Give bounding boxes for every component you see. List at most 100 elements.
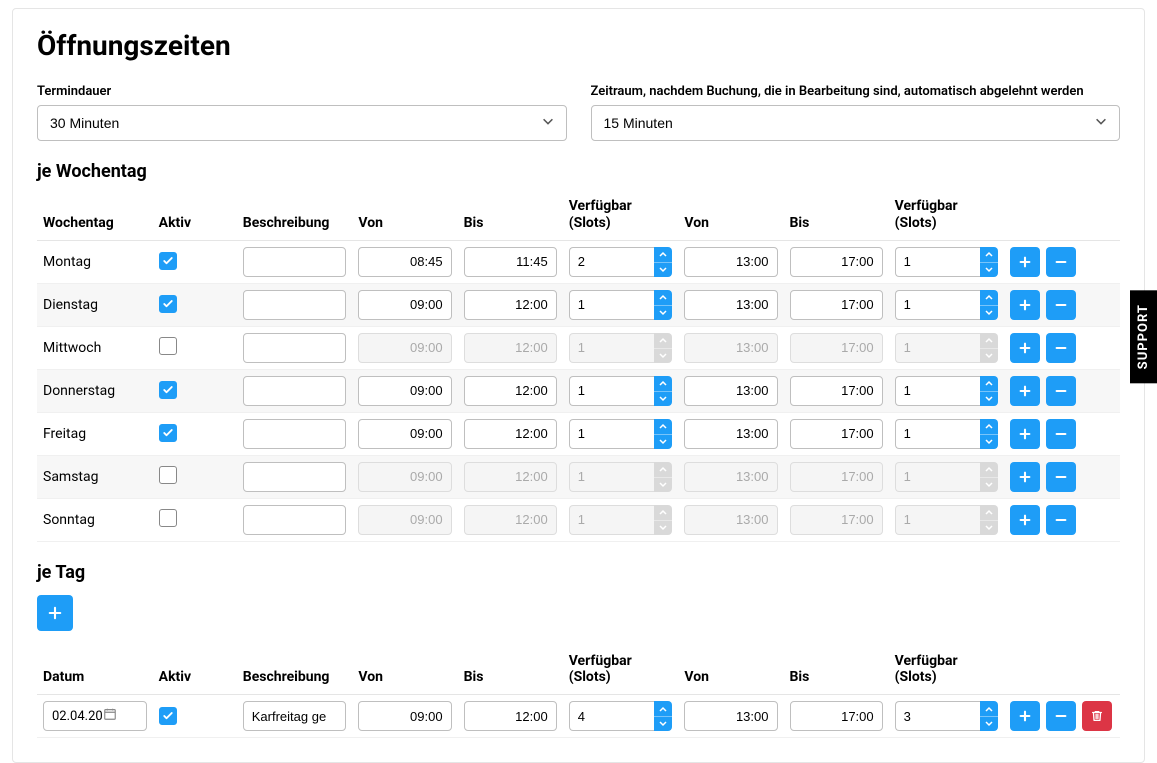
time-input[interactable] xyxy=(358,376,451,406)
remove-slot-button[interactable] xyxy=(1046,333,1076,363)
desc-input[interactable] xyxy=(243,376,347,406)
desc-input[interactable] xyxy=(243,505,347,535)
support-tab[interactable]: SUPPORT xyxy=(1130,290,1157,383)
time-input[interactable] xyxy=(790,419,883,449)
slots-input[interactable] xyxy=(569,419,655,449)
slots-input[interactable] xyxy=(569,701,655,731)
time-input xyxy=(358,333,451,363)
step-up-button[interactable] xyxy=(980,419,998,434)
reject-select[interactable]: 15 Minuten xyxy=(591,105,1121,141)
slots-input[interactable] xyxy=(895,290,981,320)
step-down-button[interactable] xyxy=(980,391,998,406)
time-input[interactable] xyxy=(790,290,883,320)
time-input[interactable] xyxy=(684,701,777,731)
add-day-button[interactable] xyxy=(37,595,73,631)
remove-slot-button[interactable] xyxy=(1046,247,1076,277)
active-checkbox[interactable] xyxy=(159,381,177,399)
add-slot-button[interactable] xyxy=(1010,376,1040,406)
time-input[interactable] xyxy=(358,247,451,277)
day-label: Samstag xyxy=(37,455,153,498)
date-input[interactable]: 02.04.20 xyxy=(43,701,147,731)
step-up-button[interactable] xyxy=(980,247,998,262)
step-down-button[interactable] xyxy=(654,262,672,277)
header-to: Bis xyxy=(458,190,563,240)
active-checkbox[interactable] xyxy=(159,252,177,270)
add-slot-button[interactable] xyxy=(1010,290,1040,320)
step-up-button[interactable] xyxy=(654,290,672,305)
remove-slot-button[interactable] xyxy=(1046,462,1076,492)
slots-input xyxy=(895,462,981,492)
time-input[interactable] xyxy=(464,701,557,731)
active-checkbox[interactable] xyxy=(159,295,177,313)
active-checkbox[interactable] xyxy=(159,424,177,442)
header-day: Wochentag xyxy=(37,190,153,240)
slots-input xyxy=(569,462,655,492)
remove-slot-button[interactable] xyxy=(1046,376,1076,406)
time-input[interactable] xyxy=(358,701,451,731)
step-down-button[interactable] xyxy=(654,434,672,449)
step-down-button[interactable] xyxy=(980,305,998,320)
step-down-button[interactable] xyxy=(980,262,998,277)
time-input[interactable] xyxy=(790,247,883,277)
slots-input[interactable] xyxy=(895,701,981,731)
remove-slot-button[interactable] xyxy=(1046,505,1076,535)
add-slot-button[interactable] xyxy=(1010,247,1040,277)
slots-input[interactable] xyxy=(569,247,655,277)
time-input[interactable] xyxy=(358,290,451,320)
time-input[interactable] xyxy=(790,376,883,406)
step-down-button[interactable] xyxy=(654,391,672,406)
time-input[interactable] xyxy=(464,290,557,320)
slots-input[interactable] xyxy=(569,376,655,406)
time-input[interactable] xyxy=(684,376,777,406)
step-up-button xyxy=(654,333,672,348)
add-slot-button[interactable] xyxy=(1010,505,1040,535)
active-checkbox[interactable] xyxy=(159,337,177,355)
active-checkbox[interactable] xyxy=(159,509,177,527)
header-from2: Von xyxy=(678,190,783,240)
remove-slot-button[interactable] xyxy=(1046,419,1076,449)
step-down-button[interactable] xyxy=(980,716,998,731)
remove-slot-button[interactable] xyxy=(1046,290,1076,320)
step-up-button[interactable] xyxy=(654,701,672,716)
step-down-button[interactable] xyxy=(654,305,672,320)
step-down-button[interactable] xyxy=(654,716,672,731)
step-up-button[interactable] xyxy=(654,247,672,262)
desc-input[interactable] xyxy=(243,419,347,449)
header-desc: Beschreibung xyxy=(237,645,353,695)
step-up-button[interactable] xyxy=(654,376,672,391)
desc-input[interactable] xyxy=(243,333,347,363)
desc-input[interactable] xyxy=(243,290,347,320)
add-slot-button[interactable] xyxy=(1010,462,1040,492)
time-input xyxy=(464,462,557,492)
add-slot-button[interactable] xyxy=(1010,701,1040,731)
step-up-button[interactable] xyxy=(654,419,672,434)
slots-input[interactable] xyxy=(569,290,655,320)
time-input[interactable] xyxy=(464,376,557,406)
active-checkbox[interactable] xyxy=(159,466,177,484)
time-input[interactable] xyxy=(464,419,557,449)
desc-input[interactable] xyxy=(243,701,347,731)
slots-input xyxy=(895,505,981,535)
delete-row-button[interactable] xyxy=(1082,701,1112,731)
page-title: Öffnungszeiten xyxy=(37,29,1120,62)
step-down-button[interactable] xyxy=(980,434,998,449)
slots-input xyxy=(569,505,655,535)
time-input[interactable] xyxy=(684,247,777,277)
time-input[interactable] xyxy=(684,419,777,449)
duration-select[interactable]: 30 Minuten xyxy=(37,105,567,141)
desc-input[interactable] xyxy=(243,247,347,277)
desc-input[interactable] xyxy=(243,462,347,492)
add-slot-button[interactable] xyxy=(1010,419,1040,449)
add-slot-button[interactable] xyxy=(1010,333,1040,363)
time-input[interactable] xyxy=(790,701,883,731)
slots-input[interactable] xyxy=(895,247,981,277)
step-up-button[interactable] xyxy=(980,290,998,305)
step-up-button[interactable] xyxy=(980,701,998,716)
time-input[interactable] xyxy=(464,247,557,277)
step-up-button[interactable] xyxy=(980,376,998,391)
remove-slot-button[interactable] xyxy=(1046,701,1076,731)
slots-input[interactable] xyxy=(895,376,981,406)
slots-input[interactable] xyxy=(895,419,981,449)
time-input[interactable] xyxy=(684,290,777,320)
time-input[interactable] xyxy=(358,419,451,449)
